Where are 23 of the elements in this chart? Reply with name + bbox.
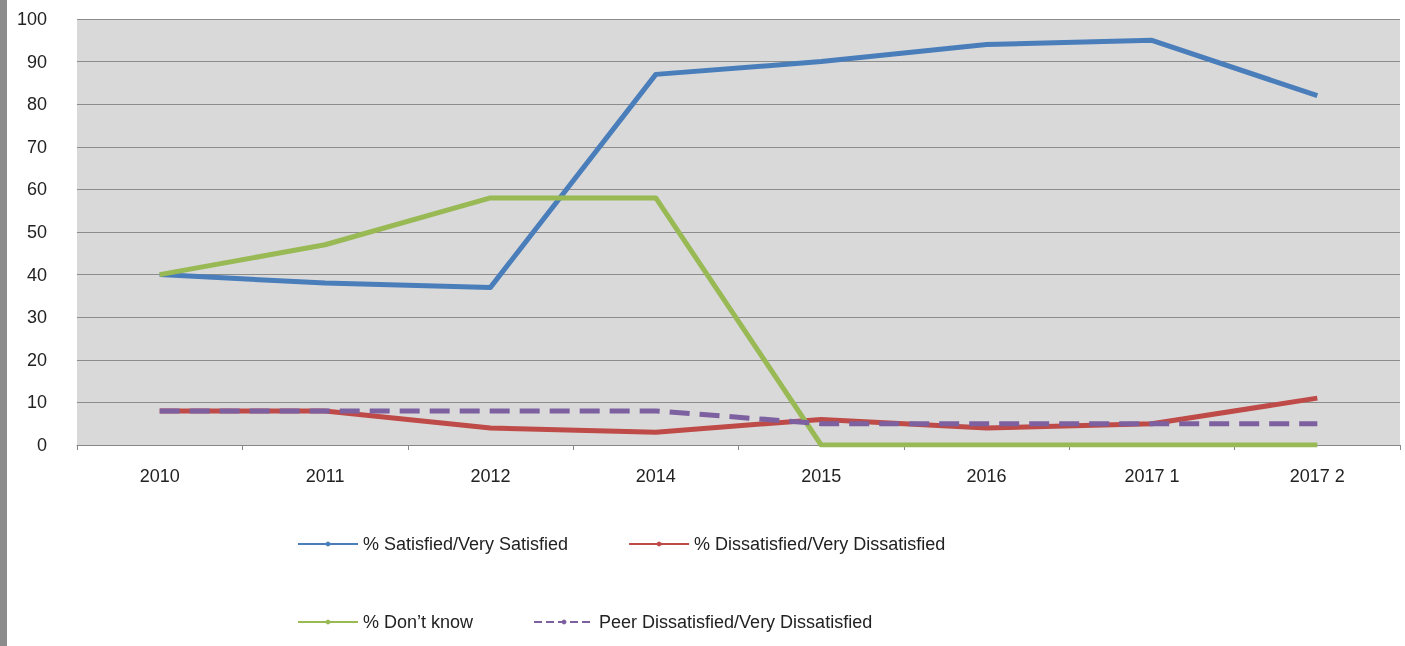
x-tick-label: 2010: [139, 466, 180, 486]
y-tick-label: 30: [26, 307, 47, 328]
x-tick-label: 2012: [470, 466, 511, 486]
y-tick-label: 100: [16, 9, 47, 29]
y-tick-label: 0: [36, 435, 47, 455]
legend-label: Peer Dissatisfied/Very Dissatisfied: [599, 612, 873, 632]
x-tick-label: 2017 2: [1289, 466, 1345, 486]
legend-label: % Dissatisfied/Very Dissatisfied: [694, 534, 946, 554]
y-tick-label: 70: [26, 136, 47, 157]
y-tick-label: 40: [26, 264, 47, 285]
legend-label: % Satisfied/Very Satisfied: [363, 534, 569, 554]
x-tick-label: 2011: [305, 466, 345, 486]
y-tick-label: 60: [26, 179, 47, 200]
x-tick-label: 2016: [966, 466, 1007, 486]
y-tick-label: 90: [26, 51, 47, 72]
y-tick-label: 10: [26, 392, 47, 413]
x-tick-label: 2015: [801, 466, 842, 486]
x-tick-label: 2014: [635, 466, 676, 486]
x-tick-label: 2017 1: [1124, 466, 1180, 486]
y-tick-label: 50: [26, 222, 47, 242]
y-tick-label: 20: [26, 349, 47, 370]
legend-label: % Don’t know: [363, 612, 475, 632]
y-tick-label: 80: [26, 94, 47, 115]
